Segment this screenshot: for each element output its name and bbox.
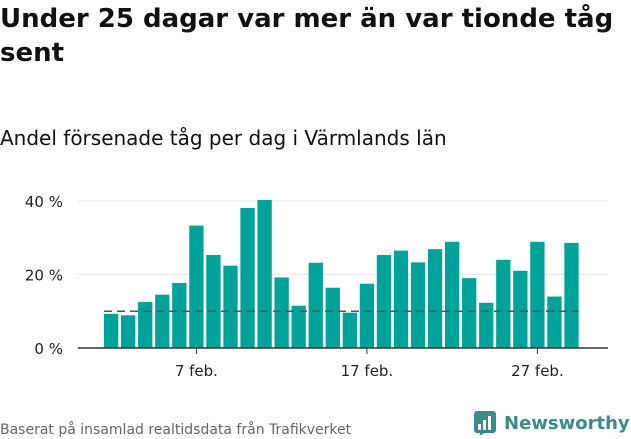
- bar: [513, 270, 528, 348]
- bar: [155, 294, 170, 348]
- bar: [410, 262, 426, 348]
- gridlines: [78, 200, 608, 275]
- y-tick-label: 40 %: [25, 193, 63, 211]
- bar: [121, 315, 136, 348]
- bar: [342, 312, 357, 348]
- bar: [547, 296, 562, 348]
- y-tick-labels: 0 % 20 % 40 %: [25, 193, 63, 358]
- bar: [445, 241, 460, 348]
- bar: [564, 242, 579, 348]
- bar: [189, 225, 204, 348]
- bar: [359, 283, 375, 348]
- bar: [206, 255, 221, 348]
- newsworthy-logo-icon: [474, 411, 496, 435]
- bar: [223, 265, 238, 348]
- brand-logo: Newsworthy: [474, 408, 630, 438]
- bar: [257, 199, 272, 348]
- bar: [462, 278, 477, 348]
- brand-name: Newsworthy: [504, 412, 630, 434]
- bar-chart: 0 % 20 % 40 % 7 feb. 17 feb. 27 feb.: [25, 193, 608, 380]
- bar: [172, 282, 187, 348]
- bar: [240, 207, 255, 348]
- bar: [138, 302, 153, 348]
- bar: [496, 259, 511, 348]
- x-tick-label: 17 feb.: [341, 362, 394, 380]
- bar: [308, 262, 323, 348]
- source-note: Baserat på insamlad realtidsdata från Tr…: [0, 422, 352, 438]
- y-tick-label: 20 %: [25, 267, 63, 285]
- bar: [376, 255, 392, 348]
- x-axis: [78, 347, 608, 354]
- bar: [325, 287, 340, 348]
- bar: [427, 249, 443, 348]
- bars: [104, 199, 579, 348]
- bar: [104, 313, 119, 348]
- x-tick-label: 27 feb.: [511, 362, 564, 380]
- bar: [291, 305, 306, 348]
- bar: [479, 302, 494, 348]
- chart-title: Under 25 dagar var mer än var tionde tåg…: [0, 4, 614, 68]
- bar: [274, 277, 289, 348]
- x-tick-label: 7 feb.: [175, 362, 218, 380]
- chart-subtitle: Andel försenade tåg per dag i Värmlands …: [0, 126, 447, 150]
- y-tick-label: 0 %: [34, 340, 63, 358]
- bar: [530, 241, 545, 348]
- bar: [393, 250, 409, 348]
- x-tick-labels: 7 feb. 17 feb. 27 feb.: [175, 362, 564, 380]
